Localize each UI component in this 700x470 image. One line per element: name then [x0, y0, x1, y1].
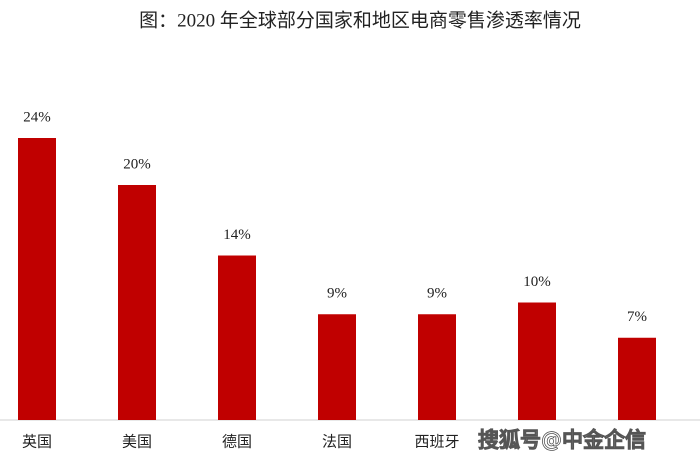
bar	[418, 314, 456, 420]
chart-title: 图：2020 年全球部分国家和地区电商零售渗透率情况	[139, 9, 581, 31]
value-label: 10%	[523, 274, 551, 290]
value-label: 9%	[427, 286, 447, 302]
value-label: 9%	[327, 286, 347, 302]
bar	[118, 185, 156, 420]
x-tick-label: 英国	[22, 432, 52, 450]
bar	[18, 138, 56, 420]
value-label: 7%	[627, 309, 647, 325]
value-label: 20%	[123, 156, 151, 172]
x-tick-label: 西班牙	[414, 433, 459, 450]
x-tick-label: 美国	[122, 433, 152, 450]
bar	[618, 337, 656, 420]
x-tick-label: 法国	[322, 433, 352, 450]
x-tick-label: 德国	[222, 432, 252, 450]
bar	[518, 302, 556, 420]
value-label: 14%	[223, 227, 251, 243]
watermark: 搜狐号@中金企信	[478, 428, 646, 452]
value-label: 24%	[23, 109, 51, 125]
bar	[318, 314, 356, 420]
bar	[218, 255, 256, 420]
